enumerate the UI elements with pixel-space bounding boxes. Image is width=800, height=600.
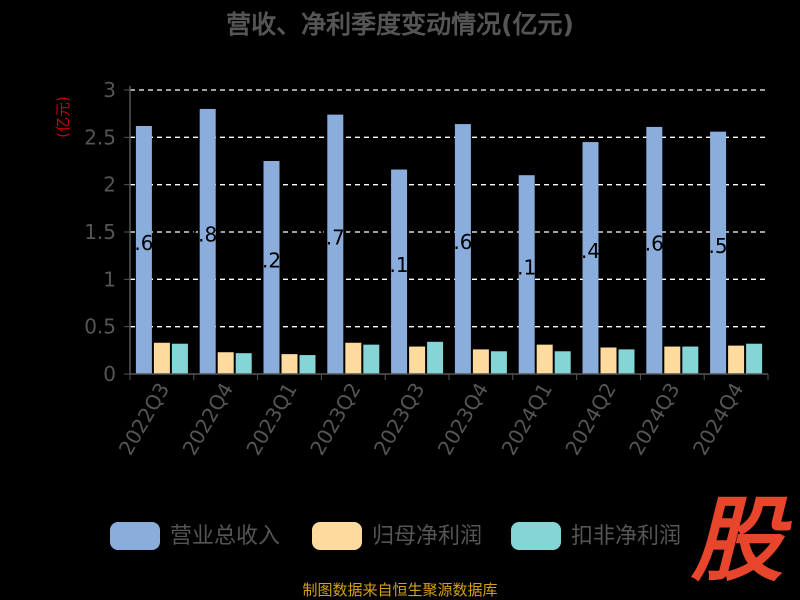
bar-series-3-2023Q2	[363, 344, 380, 374]
bar-series-1-2022Q4	[199, 108, 216, 374]
legend-item-series-1[interactable]: 营业总收入	[110, 522, 280, 550]
x-tick-label: 2024Q2	[560, 379, 620, 460]
chart-title: 营收、净利季度变动情况(亿元)	[226, 10, 574, 39]
legend-label: 归母净利润	[372, 524, 482, 549]
y-tick-label: 2.5	[84, 125, 116, 149]
bar-series-1-2023Q2	[327, 114, 344, 374]
bar-series-1-2023Q4	[454, 124, 471, 374]
legend-swatch	[312, 522, 362, 550]
x-tick-label: 2024Q4	[688, 379, 748, 460]
x-tick-label: 2023Q4	[433, 379, 493, 460]
bar-series-2-2024Q1	[536, 344, 553, 374]
bar-series-3-2023Q4	[490, 351, 507, 374]
legend-swatch	[511, 522, 561, 550]
data-label: 2.25	[249, 249, 294, 273]
x-tick-label: 2024Q3	[624, 379, 684, 460]
legend-label: 扣非净利润	[571, 524, 681, 549]
bars-layer	[135, 108, 763, 375]
bar-series-2-2024Q2	[600, 347, 617, 374]
data-label: 2.45	[568, 239, 613, 263]
y-tick-label: 1.5	[84, 220, 116, 244]
bar-series-1-2023Q1	[263, 161, 280, 374]
y-tick-label: 0	[103, 362, 116, 386]
x-tick-label: 2023Q2	[305, 379, 365, 460]
bar-series-3-2024Q4	[746, 343, 763, 374]
bar-series-1-2024Q1	[518, 175, 535, 374]
bar-series-2-2023Q3	[409, 346, 426, 374]
x-tick-label: 2022Q4	[178, 379, 238, 460]
data-label: 2.80	[185, 222, 230, 246]
data-label: 2.64	[441, 230, 486, 254]
bar-series-1-2024Q3	[646, 126, 663, 374]
data-label: 2.61	[632, 231, 677, 255]
data-label: 2.62	[122, 231, 167, 255]
bar-series-2-2023Q4	[472, 349, 489, 374]
y-tick-label: 1	[103, 267, 116, 291]
source-note: 制图数据来自恒生聚源数据库	[302, 581, 497, 599]
bar-series-2-2024Q4	[728, 345, 745, 374]
bar-series-1-2023Q3	[391, 169, 408, 374]
bar-series-3-2023Q1	[299, 355, 316, 374]
x-tick-label: 2022Q3	[114, 379, 174, 460]
bar-series-3-2022Q4	[235, 353, 252, 374]
bar-series-1-2024Q4	[710, 131, 727, 374]
data-label: 2.10	[504, 256, 549, 280]
bar-series-3-2024Q1	[554, 351, 571, 374]
legend: 营业总收入 归母净利润 扣非净利润	[110, 522, 681, 550]
watermark-logo: 股	[690, 487, 792, 594]
y-tick-label: 2	[103, 173, 116, 197]
legend-item-series-2[interactable]: 归母净利润	[312, 522, 482, 550]
legend-swatch	[110, 522, 160, 550]
data-labels-layer: 2.62 2.80 2.25 2.74 2.16 2.64 2.10 2.45 2.61 2.56	[122, 222, 741, 279]
data-label: 2.56	[696, 234, 741, 258]
bar-series-3-2022Q3	[171, 343, 188, 374]
bar-series-1-2022Q3	[135, 125, 152, 375]
grid-layer	[130, 89, 768, 328]
bar-series-3-2023Q3	[427, 341, 444, 374]
bar-series-3-2024Q3	[682, 346, 699, 374]
y-tick-label: 0.5	[84, 315, 116, 339]
data-label: 2.74	[313, 225, 358, 249]
bar-series-3-2024Q2	[618, 349, 635, 374]
y-axis-label: (亿元)	[54, 96, 72, 138]
legend-item-series-3[interactable]: 扣非净利润	[511, 522, 681, 550]
y-tick-label: 3	[103, 78, 116, 102]
bar-series-2-2022Q3	[153, 342, 170, 374]
legend-label: 营业总收入	[170, 524, 280, 549]
bar-series-2-2023Q2	[345, 342, 362, 374]
x-tick-label: 2023Q1	[241, 379, 301, 460]
bar-series-2-2024Q3	[664, 346, 681, 374]
bar-series-1-2024Q2	[582, 142, 599, 374]
data-label: 2.16	[377, 253, 422, 277]
x-tick-label: 2023Q3	[369, 379, 429, 460]
bar-series-2-2022Q4	[217, 352, 234, 374]
bar-series-2-2023Q1	[281, 354, 298, 374]
x-tick-label: 2024Q1	[497, 379, 557, 460]
